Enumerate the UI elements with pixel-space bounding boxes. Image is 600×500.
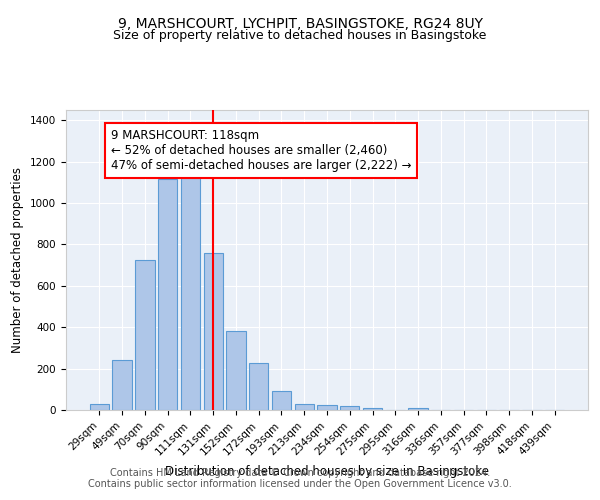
Bar — [135, 260, 155, 410]
Bar — [112, 360, 132, 410]
Text: Size of property relative to detached houses in Basingstoke: Size of property relative to detached ho… — [113, 29, 487, 42]
Bar — [226, 332, 245, 410]
Bar — [272, 392, 291, 410]
Text: 9 MARSHCOURT: 118sqm
← 52% of detached houses are smaller (2,460)
47% of semi-de: 9 MARSHCOURT: 118sqm ← 52% of detached h… — [111, 128, 411, 172]
Bar — [317, 406, 337, 410]
X-axis label: Distribution of detached houses by size in Basingstoke: Distribution of detached houses by size … — [165, 465, 489, 478]
Bar — [409, 408, 428, 410]
Bar — [90, 404, 109, 410]
Text: Contains HM Land Registry data © Crown copyright and database right 2024.: Contains HM Land Registry data © Crown c… — [110, 468, 490, 477]
Bar — [158, 180, 178, 410]
Bar — [203, 253, 223, 410]
Bar — [363, 408, 382, 410]
Bar — [295, 404, 314, 410]
Text: Contains public sector information licensed under the Open Government Licence v3: Contains public sector information licen… — [88, 479, 512, 489]
Bar — [340, 406, 359, 410]
Bar — [181, 178, 200, 410]
Text: 9, MARSHCOURT, LYCHPIT, BASINGSTOKE, RG24 8UY: 9, MARSHCOURT, LYCHPIT, BASINGSTOKE, RG2… — [118, 18, 482, 32]
Y-axis label: Number of detached properties: Number of detached properties — [11, 167, 25, 353]
Bar — [249, 364, 268, 410]
